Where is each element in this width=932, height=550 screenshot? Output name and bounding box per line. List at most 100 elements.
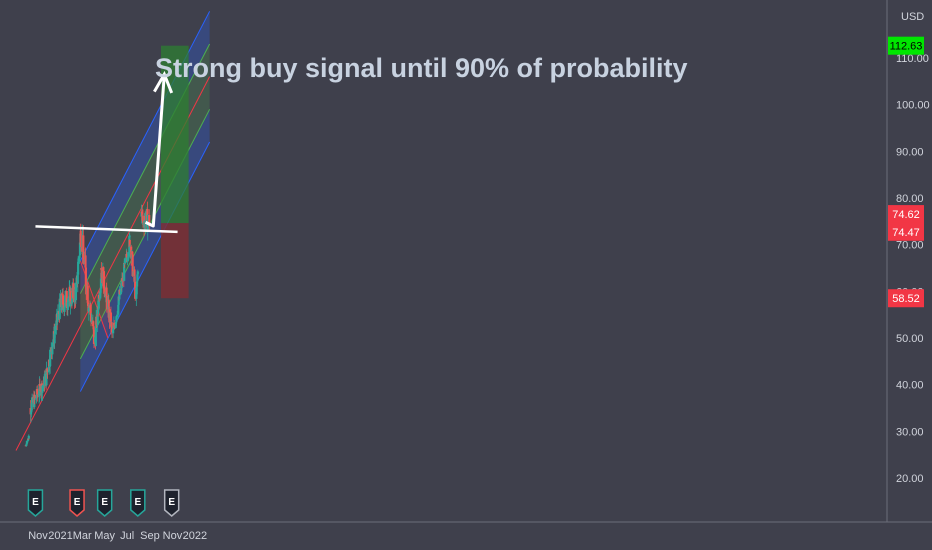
candle-body: [109, 312, 113, 328]
candle-body: [30, 402, 33, 411]
candle: [61, 287, 65, 310]
x-tick-label: Nov: [163, 530, 183, 542]
price-badges: 112.63 74.62 74.47 58.52: [888, 36, 924, 308]
candle-body: [135, 281, 139, 287]
candle-body: [49, 349, 52, 366]
y-tick-label: 20.00: [896, 473, 924, 485]
candle: [118, 289, 121, 295]
candle-body: [82, 252, 85, 264]
candle-body: [97, 295, 100, 309]
candle: [25, 440, 29, 446]
candle: [43, 372, 47, 381]
y-tick-label: 70.00: [896, 240, 924, 252]
candle-body: [103, 288, 106, 294]
x-tick-label: Sep: [140, 530, 160, 542]
candle-body: [146, 221, 149, 232]
candle-body: [147, 215, 150, 222]
candle: [72, 278, 75, 303]
candle-body: [115, 316, 118, 322]
candle-body: [79, 230, 82, 245]
candle-body: [136, 271, 139, 275]
candle: [31, 393, 34, 405]
candle: [36, 385, 39, 402]
price-badge: 112.63: [888, 36, 924, 55]
earnings-marker-label: E: [74, 497, 81, 508]
candle-body: [64, 291, 67, 296]
candle: [141, 209, 145, 228]
candle: [121, 272, 124, 287]
earnings-marker-shape: [96, 489, 113, 517]
candle-body: [45, 368, 48, 386]
candle: [100, 262, 103, 271]
candle-body: [74, 285, 78, 301]
candle-body: [102, 271, 106, 289]
y-axis[interactable]: USD 20.0030.0040.0050.0060.0070.0080.009…: [886, 0, 932, 522]
candle-body: [61, 295, 65, 305]
drawings: [35, 70, 178, 234]
candle-body: [31, 397, 34, 403]
candle-body: [69, 291, 72, 302]
candle: [108, 306, 111, 329]
candle-body: [112, 327, 115, 330]
candle-body: [36, 389, 39, 395]
candle-body: [58, 304, 62, 306]
candle-body: [118, 289, 121, 295]
candle-body: [133, 269, 136, 282]
candle: [67, 296, 70, 308]
candle: [27, 434, 30, 440]
candle-body: [43, 373, 47, 380]
earnings-marker[interactable]: E: [130, 489, 146, 517]
candle-body: [58, 298, 61, 319]
price-badge: 58.52: [888, 289, 924, 308]
candle-body: [108, 309, 111, 323]
candle: [46, 367, 49, 379]
earnings-marker[interactable]: E: [69, 489, 85, 517]
candle: [87, 304, 90, 321]
candle: [126, 252, 129, 266]
price-badge: 74.62: [888, 205, 924, 224]
candle-body: [123, 258, 127, 264]
candle-body: [67, 298, 70, 303]
candle-body: [100, 267, 103, 270]
candle-body: [56, 310, 59, 318]
channel-pivot-shade: [80, 260, 108, 339]
earnings-marker[interactable]: E: [27, 489, 44, 517]
candle: [92, 329, 96, 349]
y-tick-label: 110.00: [896, 53, 929, 65]
x-tick-label: 2021: [48, 530, 72, 542]
earnings-marker-shape: [163, 489, 180, 517]
candle-body: [72, 283, 75, 298]
projection-arrow: [144, 74, 166, 228]
price-scale-panel: [887, 0, 932, 522]
candle: [136, 269, 139, 278]
candle-body: [90, 321, 93, 323]
candle-body: [92, 326, 95, 330]
earnings-marker-shape: [69, 489, 85, 517]
candle: [113, 323, 116, 330]
candle: [116, 310, 119, 319]
candle-body: [63, 307, 66, 312]
candle-body: [59, 294, 62, 305]
candle-body: [95, 316, 98, 325]
earnings-marker[interactable]: E: [96, 489, 113, 517]
long-position-tool: [161, 45, 189, 299]
candle: [85, 281, 88, 300]
earnings-marker[interactable]: E: [163, 489, 180, 517]
candle: [134, 276, 137, 301]
candle: [115, 315, 118, 327]
candle: [86, 281, 89, 304]
x-axis[interactable]: Nov 2021 Mar May Jul Sep Nov 2022: [0, 521, 932, 542]
candle-body: [26, 438, 30, 441]
candle-body: [77, 258, 80, 262]
candle: [69, 288, 72, 304]
candle-body: [117, 296, 120, 305]
candle-body: [148, 215, 151, 227]
candle-body: [123, 262, 126, 281]
candle-body: [110, 322, 113, 327]
chart-title: Strong buy signal until 90% of probabili…: [155, 53, 688, 83]
price-badge-label: 74.62: [892, 209, 920, 221]
candle: [82, 245, 85, 265]
